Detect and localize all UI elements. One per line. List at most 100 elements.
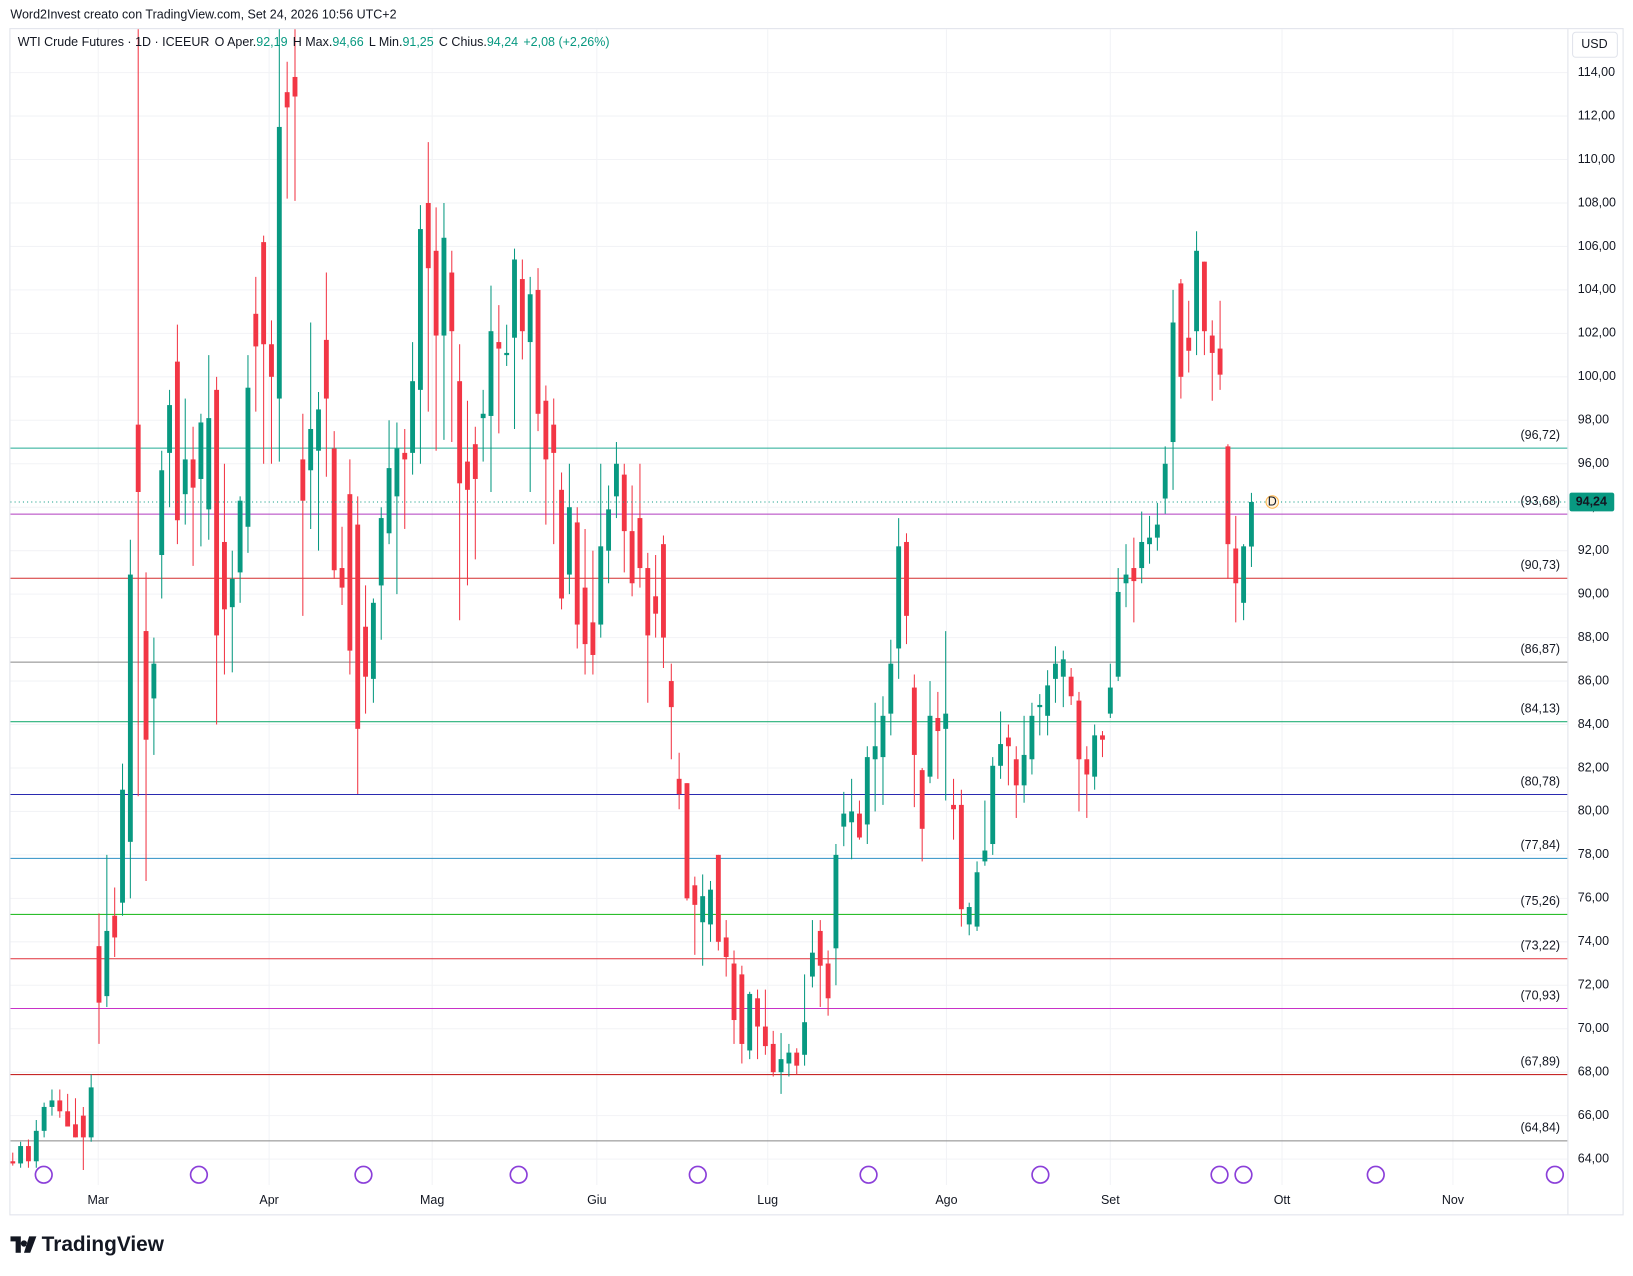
level-label: (90,73)	[1521, 558, 1561, 572]
candle-body	[80, 1115, 86, 1138]
watermark: Word2Invest creato con TradingView.com, …	[10, 7, 397, 22]
candle-body	[33, 1130, 39, 1162]
candle-body	[370, 602, 376, 679]
candle-body	[958, 804, 964, 910]
candle-body	[927, 715, 933, 777]
candle-body	[857, 813, 862, 838]
candle-body	[1170, 322, 1176, 443]
candle-body	[1005, 737, 1011, 747]
legend-name: Min.	[378, 34, 403, 49]
level-label: (93,68)	[1521, 494, 1561, 508]
candle-body	[653, 596, 659, 614]
legend-name: Chius.	[451, 34, 487, 49]
candle-body	[590, 622, 596, 655]
candle-body	[778, 1059, 784, 1073]
candle-body	[708, 889, 713, 925]
candle-body	[347, 494, 353, 651]
candle-body	[504, 352, 510, 356]
candle-body	[1131, 568, 1137, 582]
candle-body	[229, 578, 235, 608]
x-tick-label: Giu	[587, 1193, 606, 1207]
level-label: (80,78)	[1521, 774, 1561, 788]
candle-body	[363, 626, 368, 677]
y-tick-label: 74,00	[1578, 934, 1609, 948]
candle-body	[433, 250, 439, 336]
legend-value: 91,25	[402, 34, 434, 49]
legend-key: C	[438, 34, 448, 49]
y-tick-label: 86,00	[1578, 673, 1609, 687]
candle-body	[206, 418, 212, 510]
candle-body	[715, 854, 721, 942]
candle-body	[410, 381, 416, 453]
y-tick-label: 96,00	[1578, 456, 1609, 470]
candle-body	[770, 1043, 776, 1073]
candle-body	[96, 946, 102, 1003]
legend-value: 94,24	[486, 34, 519, 49]
currency: USD	[1581, 37, 1607, 51]
y-tick-label: 106,00	[1578, 239, 1616, 253]
candle-body	[582, 587, 588, 645]
candle-body	[668, 681, 674, 708]
candle-body	[112, 915, 118, 938]
candle-body	[488, 331, 494, 416]
candle-body	[864, 757, 870, 825]
candle-body	[817, 930, 823, 966]
candle-body	[339, 568, 345, 588]
brand-logo	[10, 1236, 37, 1253]
candle-body	[1233, 548, 1239, 584]
legend-name: Aper.	[227, 34, 257, 49]
candle-body	[1201, 261, 1207, 332]
candle-body	[1249, 501, 1254, 547]
candle-body	[104, 930, 110, 997]
legend-item: H Max.94,66	[293, 34, 364, 49]
y-tick-label: 70,00	[1578, 1021, 1609, 1035]
y-tick-label: 108,00	[1578, 195, 1616, 209]
candle-body	[739, 974, 745, 1044]
y-tick-label: 110,00	[1578, 152, 1615, 166]
price-tag-label: 94,24	[1576, 494, 1607, 508]
candle-body	[41, 1106, 47, 1131]
candle-body	[888, 663, 894, 714]
candle-body	[692, 885, 698, 905]
candle-body	[598, 546, 604, 625]
candle-body	[762, 1026, 768, 1047]
candle-body	[1123, 574, 1129, 584]
legend-item: L Min.91,25	[369, 34, 434, 49]
candle-body	[951, 804, 956, 810]
candle-body	[120, 789, 125, 903]
candle-body	[386, 468, 392, 534]
candle-body	[1225, 446, 1231, 545]
y-tick-label: 80,00	[1578, 804, 1609, 818]
candle-body	[574, 522, 580, 625]
legend-value: 94,66	[332, 34, 364, 49]
y-tick-label: 90,00	[1578, 586, 1609, 600]
candle-body	[331, 448, 337, 571]
candle-body	[472, 444, 478, 479]
candle-body	[253, 313, 259, 347]
candle-body	[135, 424, 141, 492]
candle-body	[222, 541, 227, 610]
legend-key: H	[292, 34, 302, 49]
candle-body	[543, 400, 549, 460]
currency-box[interactable]	[1572, 31, 1618, 58]
candle-body	[1209, 335, 1215, 353]
candle-body	[1013, 759, 1019, 786]
legend-symbol: WTI Crude Futures · 1D · ICEEUR	[17, 34, 210, 49]
y-tick-label: 78,00	[1578, 847, 1609, 861]
x-tick-label: Apr	[259, 1193, 278, 1207]
candle-body	[159, 470, 165, 556]
candle-body	[1045, 685, 1051, 716]
level-label: (64,84)	[1521, 1121, 1561, 1135]
y-tick-label: 88,00	[1578, 630, 1609, 644]
candle-body	[809, 952, 815, 977]
candle-body	[566, 507, 572, 575]
legend-value: 92,19	[256, 34, 288, 49]
candle-body	[284, 92, 290, 108]
candle-body	[606, 509, 612, 551]
candle-body	[755, 998, 760, 1027]
legend-name: Max.	[305, 34, 333, 49]
candle-body	[849, 811, 855, 823]
legend-key: O	[214, 34, 225, 49]
candle-body	[143, 631, 149, 740]
